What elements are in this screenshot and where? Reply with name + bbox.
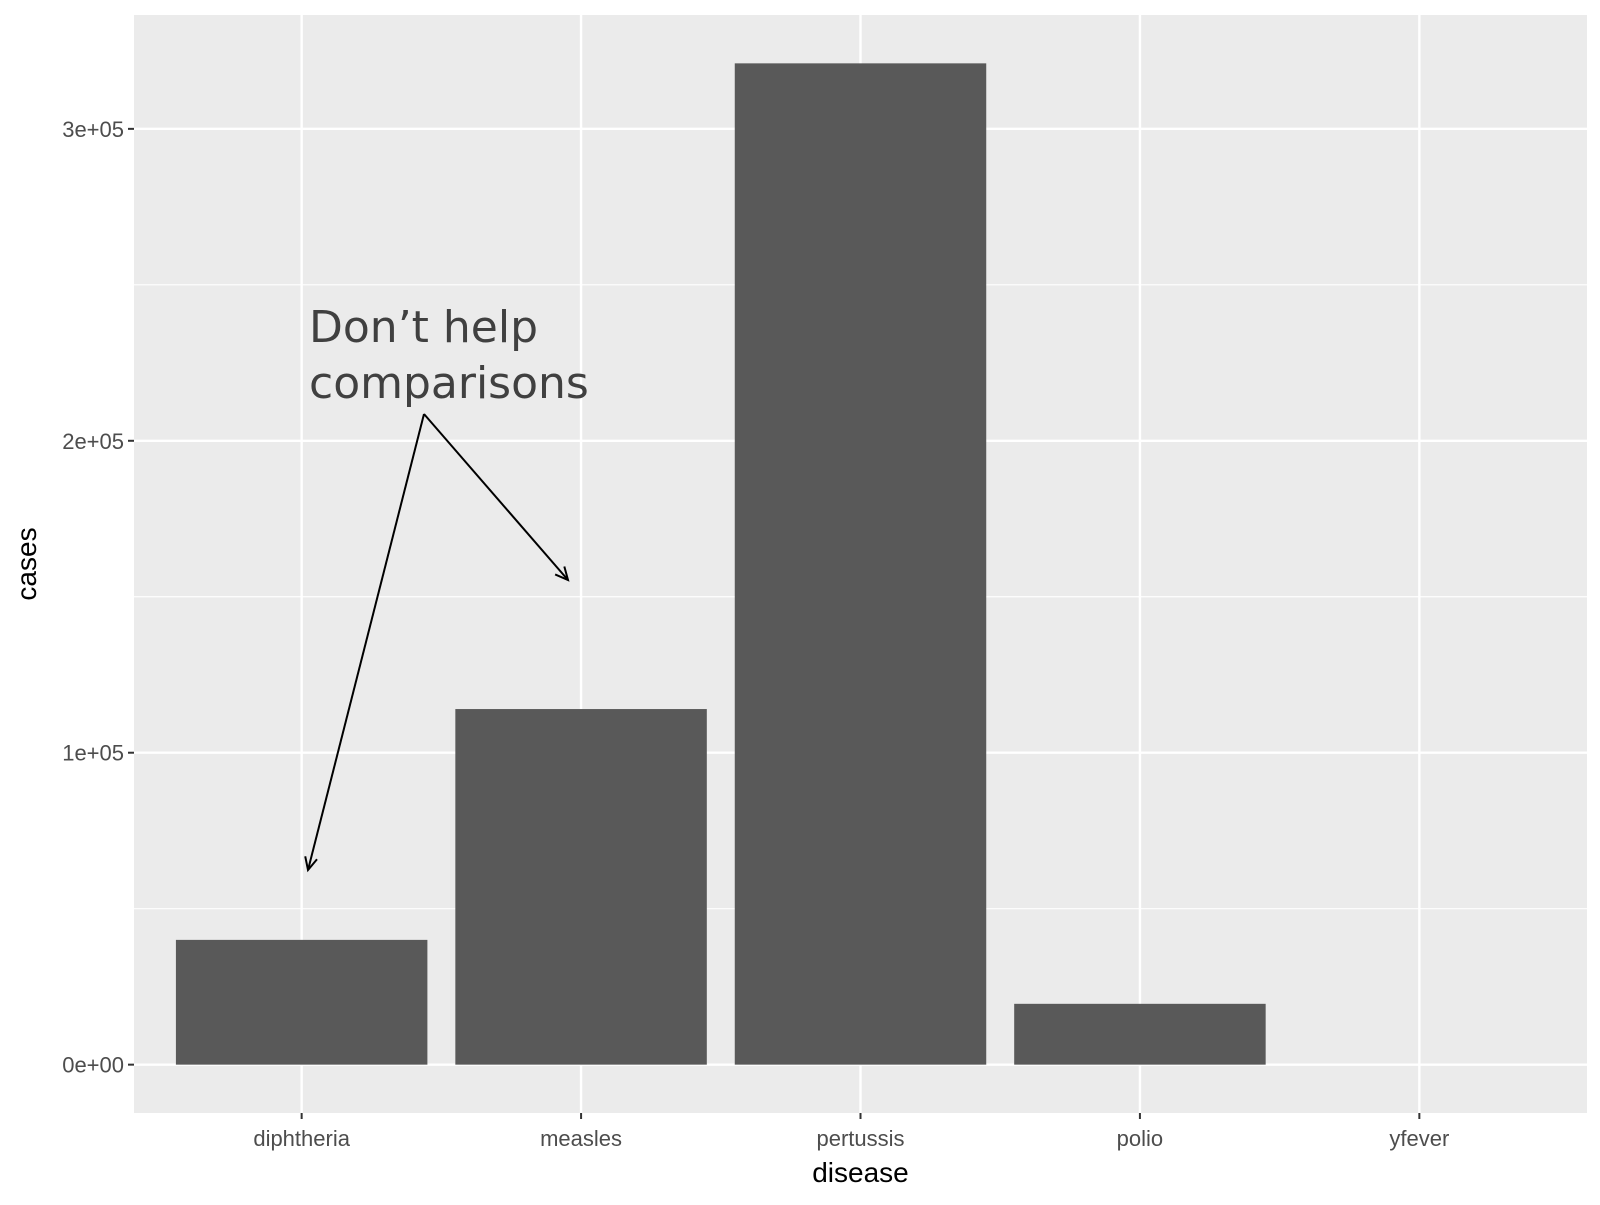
y-tick-label: 1e+05 <box>62 741 124 766</box>
annotation-arrow-diphtheria <box>307 413 425 871</box>
bar-diphtheria <box>175 939 428 1065</box>
x-tick-label-diphtheria: diphtheria <box>253 1126 350 1151</box>
annotation-text-line: Don’t help <box>309 302 538 353</box>
bar-polio <box>1014 1003 1266 1065</box>
bar-measles <box>455 709 707 1065</box>
y-tick-label: 2e+05 <box>62 429 124 454</box>
y-axis-title: cases <box>11 527 42 600</box>
bar-pertussis <box>734 63 987 1065</box>
annotation-arrow-measles <box>423 413 569 581</box>
annotation-arrowhead-diphtheria <box>304 856 318 873</box>
x-tick-label-yfever: yfever <box>1389 1126 1449 1151</box>
x-tick-label-measles: measles <box>540 1126 622 1151</box>
x-tick-label-polio: polio <box>1117 1126 1163 1151</box>
x-axis-title: disease <box>812 1157 909 1188</box>
y-tick-label: 0e+00 <box>62 1053 124 1078</box>
y-tick-label: 3e+05 <box>62 117 124 142</box>
annotation-text-line: comparisons <box>309 358 589 409</box>
annotation-arrowhead-measles <box>554 566 570 582</box>
x-tick-label-pertussis: pertussis <box>816 1126 904 1151</box>
